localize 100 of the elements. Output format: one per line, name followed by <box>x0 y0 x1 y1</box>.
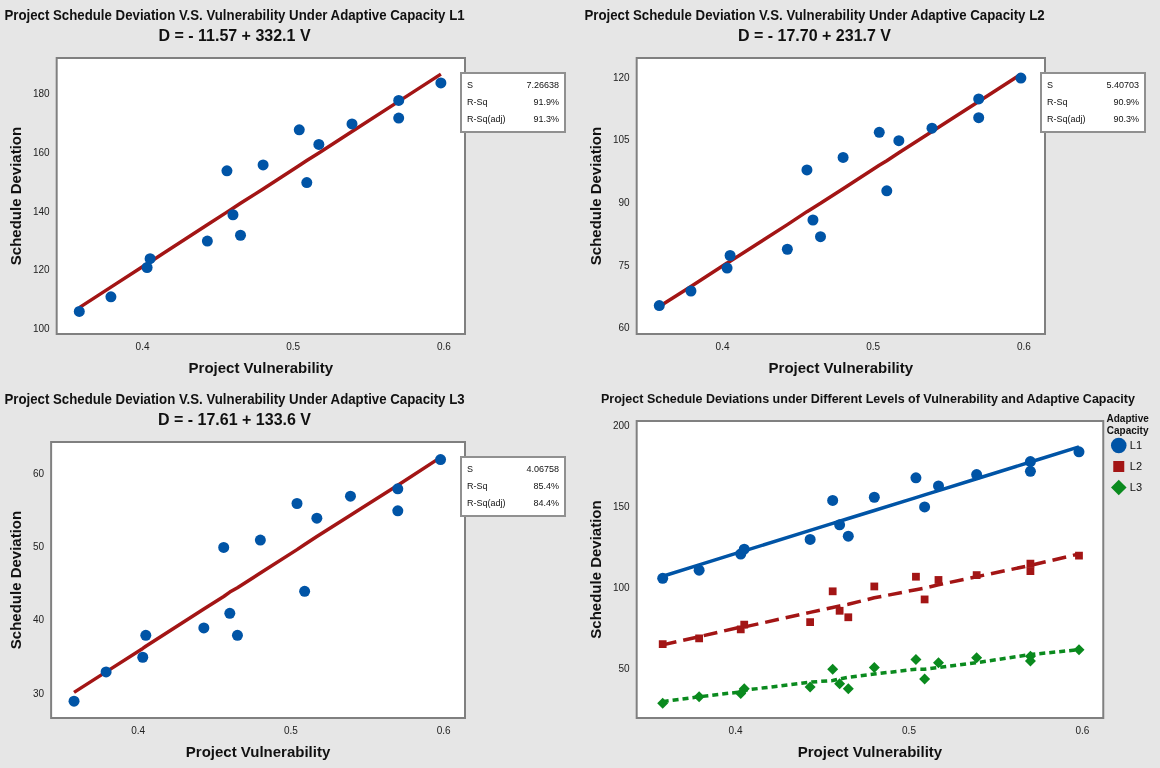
y-tick-label: 90 <box>618 197 631 209</box>
point <box>815 231 826 243</box>
point <box>868 662 880 674</box>
point <box>144 253 156 265</box>
point <box>218 541 230 553</box>
point <box>910 653 922 665</box>
point <box>392 483 404 495</box>
y-tick-label: 140 <box>33 205 51 217</box>
point <box>311 512 323 524</box>
point <box>73 305 85 317</box>
y-tick-label: 60 <box>33 467 45 479</box>
point <box>1026 567 1035 575</box>
point <box>693 691 705 703</box>
point <box>198 622 210 634</box>
point <box>934 576 943 584</box>
legend-title: Adaptive Capacity <box>1106 412 1150 436</box>
point <box>834 519 846 531</box>
x-axis-title: Project Vulnerability <box>188 359 334 377</box>
y-tick-label: 120 <box>613 71 631 83</box>
point <box>724 250 736 261</box>
y-tick-label: 150 <box>613 500 631 512</box>
point <box>658 640 667 648</box>
legend-label: L1 <box>1129 438 1143 451</box>
point <box>919 673 931 685</box>
text: R-Sq 90.9% <box>1047 97 1139 107</box>
point <box>299 585 311 597</box>
point <box>910 472 922 484</box>
text: S 7.26638 <box>467 80 559 90</box>
point <box>393 94 405 106</box>
x-tick-label: 0.6 <box>436 340 452 352</box>
y-tick-label: 75 <box>618 259 631 271</box>
legend-label: L3 <box>1129 480 1143 493</box>
point <box>1073 446 1085 458</box>
text: R-Sq(adj) 84.4% <box>467 498 559 508</box>
point <box>657 572 669 584</box>
point <box>973 112 985 124</box>
point <box>971 652 983 664</box>
point <box>653 300 665 312</box>
point <box>920 595 929 604</box>
point <box>1073 644 1085 656</box>
point <box>801 164 813 176</box>
point <box>257 159 269 171</box>
point <box>844 613 853 622</box>
x-axis-title: Project Vulnerability <box>768 359 914 377</box>
y-tick-label: 60 <box>618 322 631 334</box>
x-axis-title: Project Vulnerability <box>185 743 331 761</box>
x-tick-label: 0.4 <box>135 340 150 352</box>
point <box>657 697 669 709</box>
y-tick-label: 180 <box>33 88 51 100</box>
y-tick-label: 50 <box>33 541 45 553</box>
point <box>828 587 837 596</box>
chart-title: Project Schedule Deviations under Different Levels of Vulnerability and Adaptive Capacity <box>601 391 1136 406</box>
chart-subtitle: D = - 17.61 + 133.6 V <box>158 410 312 428</box>
point <box>827 494 839 506</box>
point <box>827 663 839 675</box>
point <box>693 564 705 576</box>
point <box>873 126 885 138</box>
point <box>973 93 985 105</box>
point <box>781 243 793 255</box>
point <box>919 501 931 513</box>
text: R-Sq 85.4% <box>467 481 559 491</box>
point <box>834 678 846 690</box>
point <box>1075 551 1083 560</box>
y-tick-label: 40 <box>33 614 45 626</box>
y-tick-label: 100 <box>33 322 51 334</box>
point <box>835 606 844 615</box>
point <box>932 657 944 669</box>
point <box>912 572 920 581</box>
point <box>842 530 854 542</box>
point <box>435 77 447 89</box>
point <box>137 651 149 663</box>
point <box>224 607 236 619</box>
point <box>105 291 117 303</box>
x-axis-title: Project Vulnerability <box>797 743 943 761</box>
x-tick-label: 0.6 <box>436 724 452 736</box>
y-tick-label: 200 <box>613 419 631 431</box>
point <box>926 122 938 134</box>
y-tick-label: 100 <box>613 581 631 593</box>
x-tick-label: 0.5 <box>902 724 917 736</box>
point <box>870 582 879 591</box>
x-tick-label: 0.4 <box>131 724 146 736</box>
point <box>435 454 447 466</box>
legend-label: L2 <box>1129 459 1143 472</box>
x-tick-label: 0.5 <box>283 724 299 736</box>
point <box>685 285 697 297</box>
chart-title: Project Schedule Deviation V.S. Vulnerability Under Adaptive Capacity L2 <box>584 7 1045 24</box>
chart-subtitle: D = - 11.57 + 332.1 V <box>158 26 311 44</box>
x-tick-label: 0.4 <box>715 340 730 352</box>
point <box>346 118 358 130</box>
point <box>806 618 815 627</box>
chart-subtitle: D = - 17.70 + 231.7 V <box>738 26 892 44</box>
point <box>293 124 305 136</box>
point <box>1024 465 1036 477</box>
y-axis-title: Schedule Deviation <box>7 510 25 650</box>
point <box>301 177 313 189</box>
point <box>141 261 153 273</box>
y-axis-title: Schedule Deviation <box>587 126 605 266</box>
point <box>254 534 266 546</box>
y-axis-title: Schedule Deviation <box>7 126 25 266</box>
text: R-Sq 91.9% <box>467 97 559 107</box>
